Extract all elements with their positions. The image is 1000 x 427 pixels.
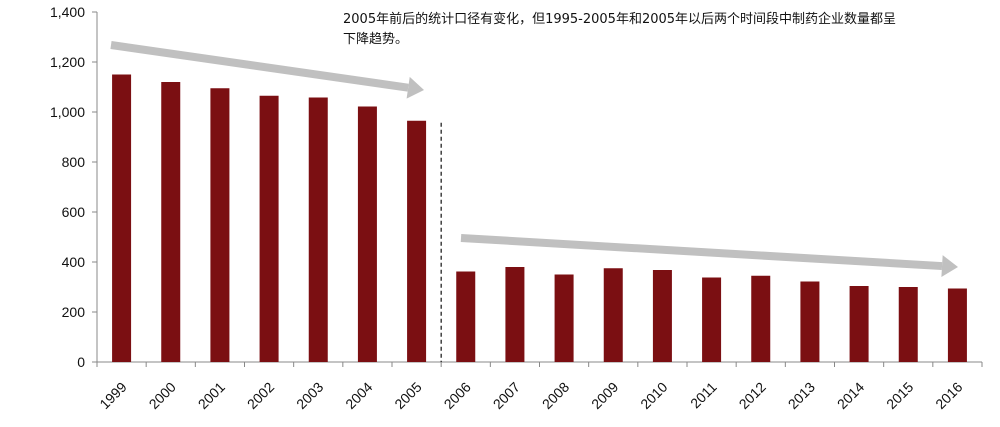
x-tick-label: 2010: [637, 379, 670, 412]
bar: [652, 270, 672, 362]
y-tick-label: 0: [77, 354, 85, 370]
bar: [800, 281, 820, 362]
trend-arrow-shaft: [460, 234, 943, 271]
x-tick-label: 2008: [539, 379, 572, 412]
trend-arrow-head: [941, 255, 958, 278]
bar: [702, 277, 722, 362]
x-tick-label: 2015: [883, 379, 916, 412]
y-tick-label: 1,400: [50, 4, 85, 20]
y-tick-label: 600: [62, 204, 86, 220]
y-axis: 0 200 400 600 800 1,000 1,200 1,400: [50, 4, 98, 370]
trend-arrows: [110, 41, 958, 278]
bar: [357, 106, 377, 362]
trend-arrow: [460, 234, 958, 278]
bar: [603, 268, 623, 362]
y-tick-label: 1,000: [50, 104, 85, 120]
x-tick-label: 2016: [932, 379, 965, 412]
x-tick-label: 2000: [146, 379, 179, 412]
bar: [210, 88, 230, 362]
bar: [554, 274, 574, 362]
trend-arrow-head: [406, 76, 424, 99]
bars: [112, 74, 967, 362]
bar: [751, 275, 771, 362]
x-tick-label: 2004: [342, 379, 375, 412]
x-tick-label: 2002: [244, 379, 277, 412]
bar: [407, 120, 427, 362]
trend-arrow: [110, 41, 424, 99]
bar: [112, 74, 132, 362]
x-tick-label: 1999: [96, 379, 129, 412]
x-tick-label: 2014: [834, 379, 867, 412]
trend-arrow-shaft: [110, 41, 409, 92]
x-tick-label: 2001: [195, 379, 228, 412]
y-tick-label: 800: [62, 154, 86, 170]
x-tick-label: 2006: [441, 379, 474, 412]
bar: [505, 267, 525, 362]
y-tick-label: 1,200: [50, 54, 85, 70]
y-tick-label: 200: [62, 304, 86, 320]
x-tick-label: 2005: [391, 379, 424, 412]
x-tick-label: 2011: [687, 379, 720, 412]
bar: [308, 97, 328, 362]
bar: [947, 288, 967, 362]
bar: [259, 95, 279, 362]
x-tick-label: 2012: [736, 379, 769, 412]
x-tick-label: 2007: [490, 379, 523, 412]
x-axis: 1999 2000 2001 2002 2003 2004 2005 2006 2007 2008…: [96, 361, 983, 412]
bar: [849, 286, 869, 362]
bar: [456, 271, 476, 362]
bar: [898, 287, 918, 362]
y-tick-label: 400: [62, 254, 86, 270]
x-tick-label: 2003: [293, 379, 326, 412]
annotation-text: 2005年前后的统计口径有变化，但1995-2005年和2005年以后两个时间段…: [343, 12, 897, 47]
x-tick-label: 2013: [785, 379, 818, 412]
x-tick-label: 2009: [588, 379, 621, 412]
bar: [161, 82, 181, 362]
